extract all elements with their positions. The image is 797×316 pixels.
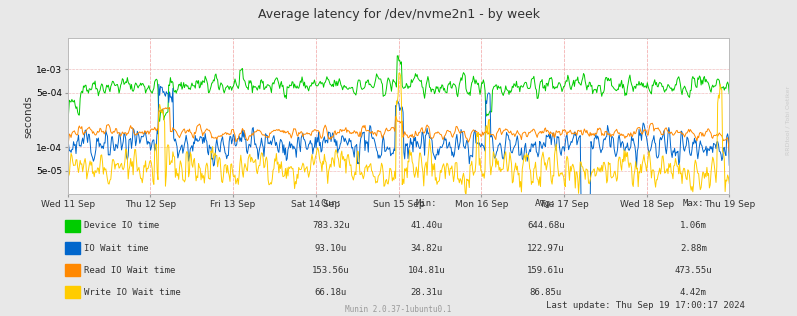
Text: 86.85u: 86.85u [530, 288, 562, 297]
Text: Avg:: Avg: [536, 199, 556, 208]
Y-axis label: seconds: seconds [23, 95, 33, 137]
Text: 93.10u: 93.10u [315, 244, 347, 252]
Text: 122.97u: 122.97u [527, 244, 565, 252]
Text: 1.06m: 1.06m [680, 222, 707, 230]
Text: Average latency for /dev/nvme2n1 - by week: Average latency for /dev/nvme2n1 - by we… [257, 8, 540, 21]
Text: 28.31u: 28.31u [410, 288, 442, 297]
Text: 644.68u: 644.68u [527, 222, 565, 230]
Text: 41.40u: 41.40u [410, 222, 442, 230]
Text: 4.42m: 4.42m [680, 288, 707, 297]
Text: 159.61u: 159.61u [527, 266, 565, 275]
Text: 473.55u: 473.55u [674, 266, 713, 275]
Text: Device IO time: Device IO time [84, 222, 159, 230]
Text: 783.32u: 783.32u [312, 222, 350, 230]
Text: 153.56u: 153.56u [312, 266, 350, 275]
Text: 104.81u: 104.81u [407, 266, 446, 275]
Text: Min:: Min: [416, 199, 437, 208]
Text: RRDtool / Tobi Oetiker: RRDtool / Tobi Oetiker [786, 86, 791, 155]
Text: 2.88m: 2.88m [680, 244, 707, 252]
Text: IO Wait time: IO Wait time [84, 244, 149, 252]
Text: 66.18u: 66.18u [315, 288, 347, 297]
Text: Cur:: Cur: [320, 199, 341, 208]
Text: Read IO Wait time: Read IO Wait time [84, 266, 176, 275]
Text: Last update: Thu Sep 19 17:00:17 2024: Last update: Thu Sep 19 17:00:17 2024 [546, 301, 745, 310]
Text: 34.82u: 34.82u [410, 244, 442, 252]
Text: Max:: Max: [683, 199, 704, 208]
Text: Munin 2.0.37-1ubuntu0.1: Munin 2.0.37-1ubuntu0.1 [345, 306, 452, 314]
Text: Write IO Wait time: Write IO Wait time [84, 288, 181, 297]
